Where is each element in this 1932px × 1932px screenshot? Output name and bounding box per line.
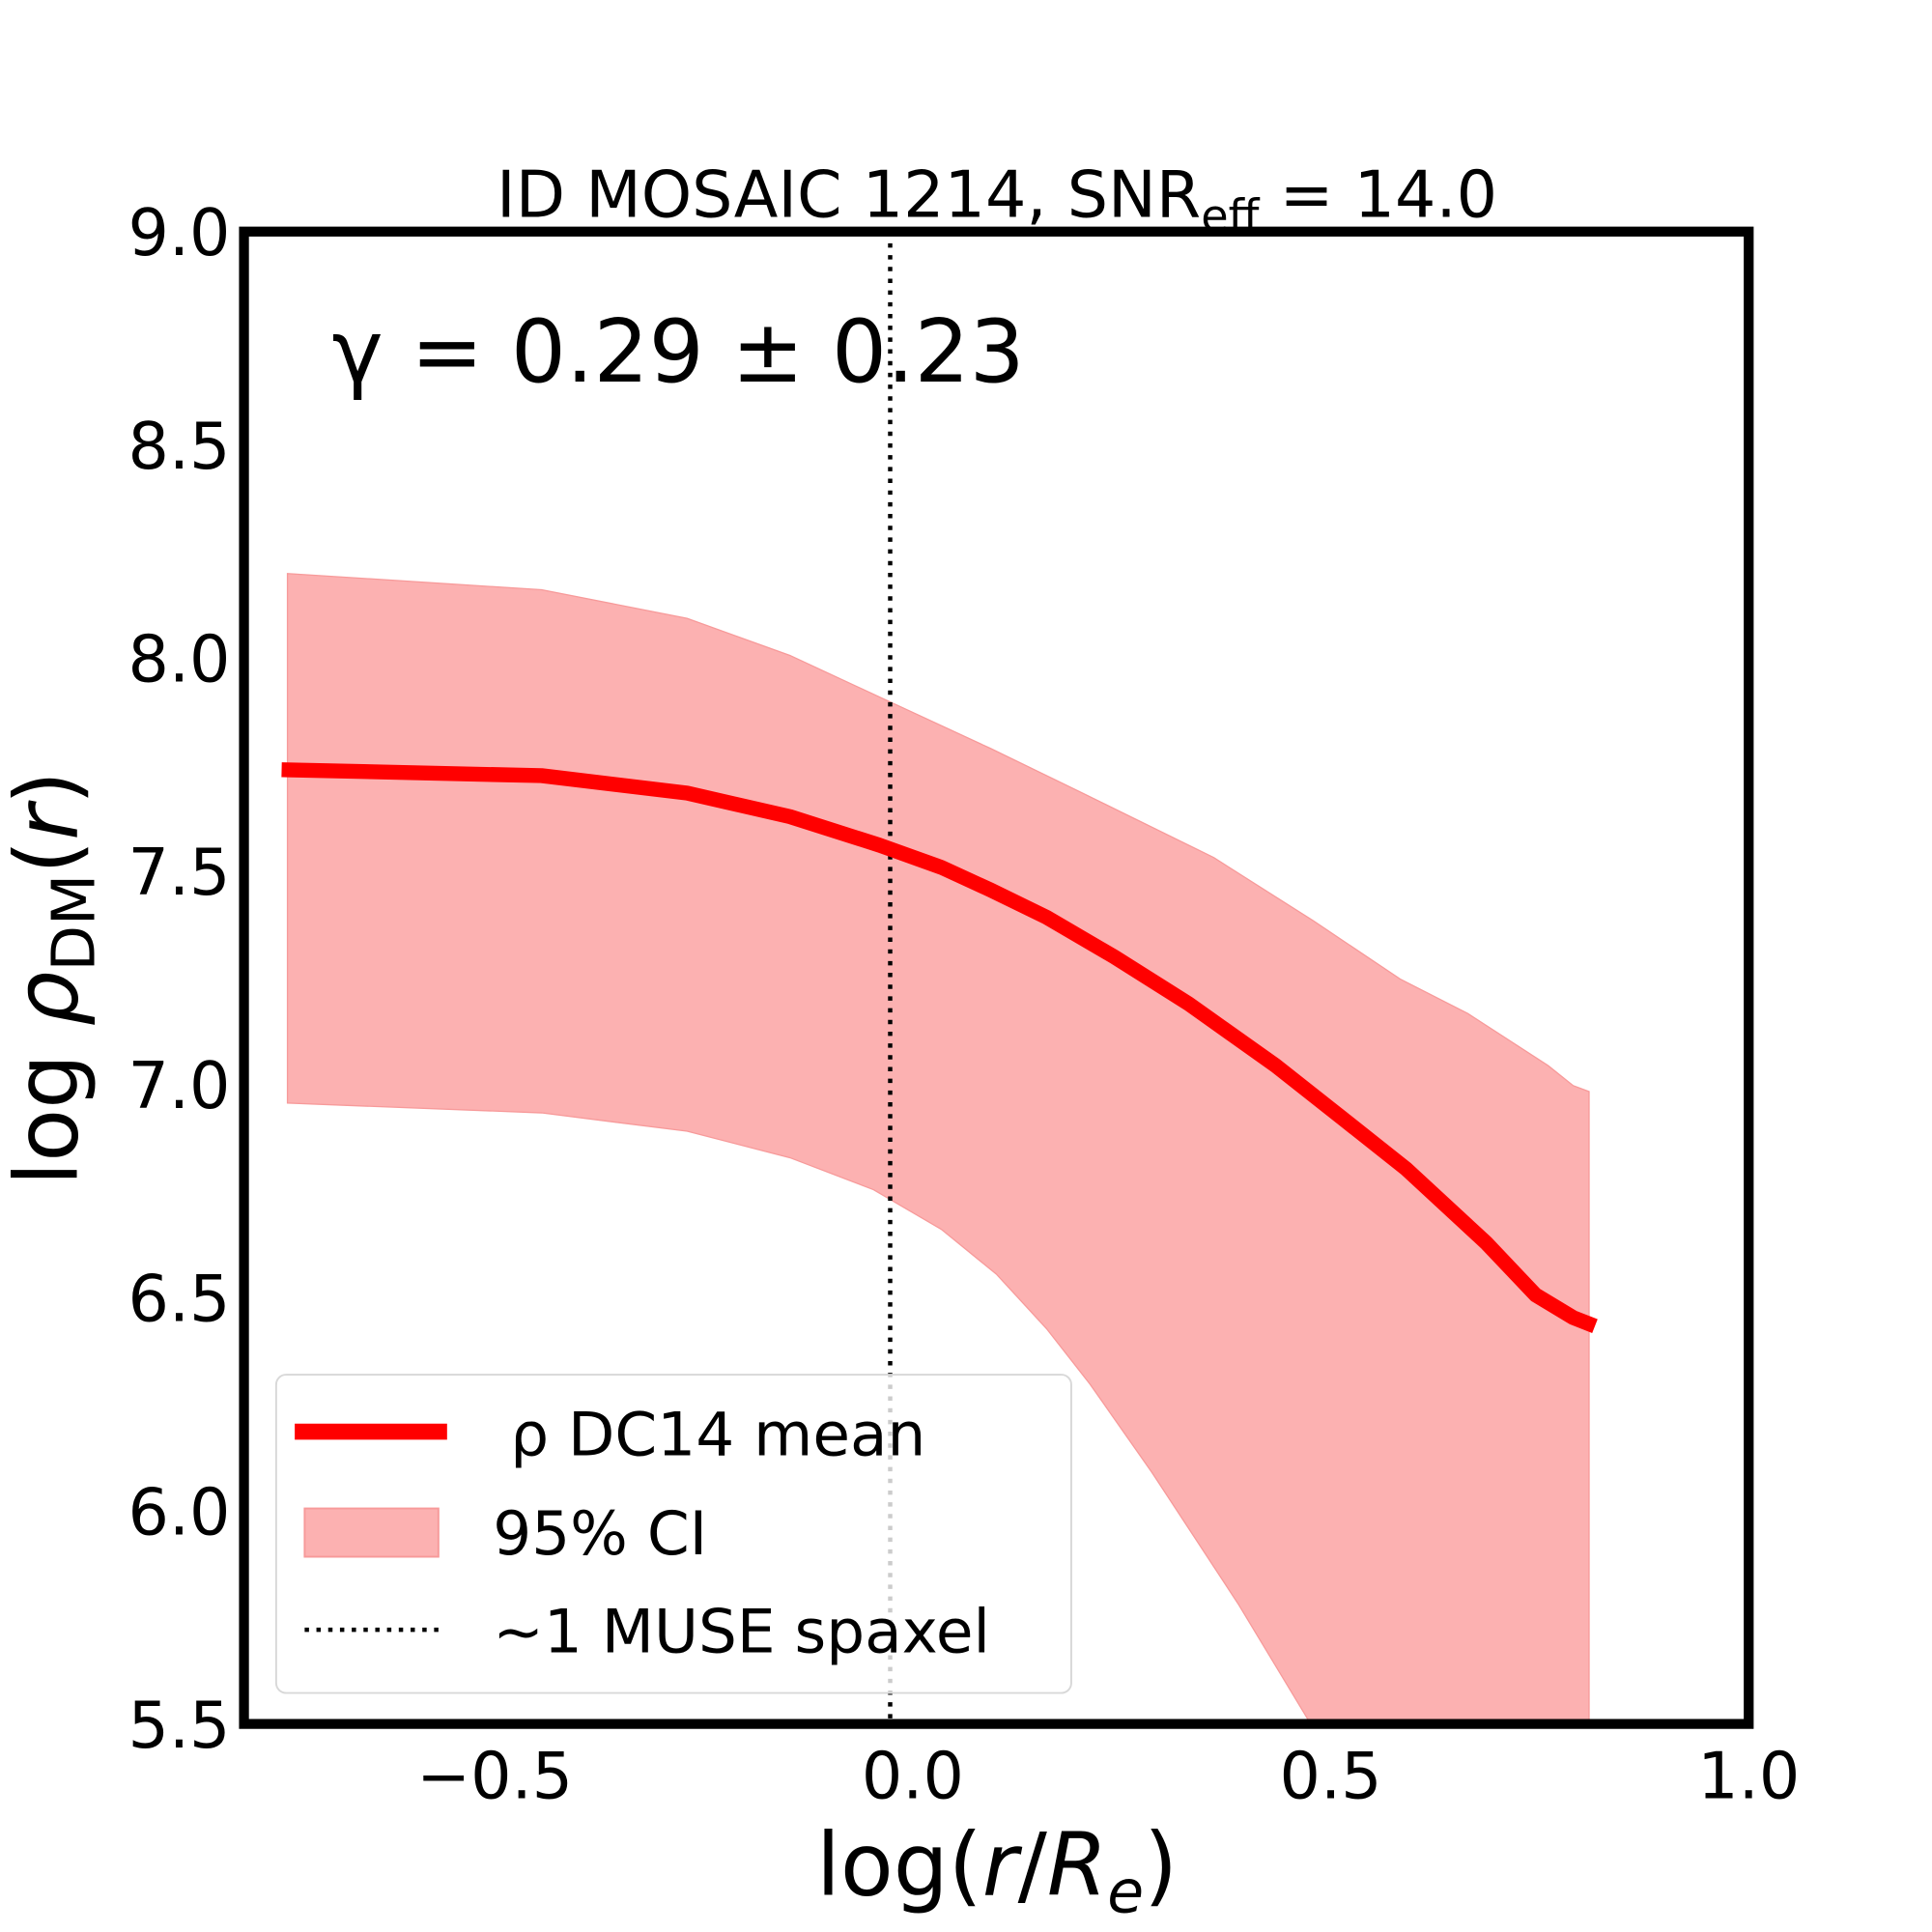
y-tick-label: 6.0 — [128, 1474, 230, 1549]
y-tick-label: 9.0 — [128, 195, 230, 270]
y-tick-label: 5.5 — [128, 1688, 230, 1763]
y-tick-label: 8.0 — [128, 621, 230, 696]
legend: ρ DC14 mean 95% CI ~1 MUSE spaxel — [274, 1374, 1072, 1694]
x-tick-label: 1.0 — [1697, 1739, 1800, 1814]
legend-box — [274, 1374, 1072, 1694]
legend-ci-swatch — [303, 1507, 440, 1558]
legend-mean-label: ρ DC14 mean — [510, 1399, 925, 1469]
x-axis-label: log(r/Re) — [816, 1816, 1178, 1927]
mean-line — [281, 762, 1598, 1333]
y-tick-label: 7.5 — [128, 835, 230, 910]
y-tick-label: 6.5 — [128, 1262, 230, 1337]
legend-ci-label: 95% CI — [493, 1498, 707, 1569]
ci-band — [286, 573, 1590, 1724]
axes-frame — [239, 226, 1754, 1729]
y-ticks: 5.5 6.0 6.5 7.0 7.5 8.0 8.5 9.0 — [128, 195, 230, 1763]
y-tick-label: 7.0 — [128, 1048, 230, 1123]
gamma-annotation: γ = 0.29 ± 0.23 — [332, 302, 1025, 403]
x-ticks: −0.5 0.0 0.5 1.0 — [416, 1739, 1800, 1814]
legend-vline-label: ~1 MUSE spaxel — [493, 1596, 990, 1666]
y-tick-label: 8.5 — [128, 409, 230, 484]
x-tick-label: 0.5 — [1280, 1739, 1382, 1814]
plot-area — [281, 231, 1598, 1724]
x-tick-label: −0.5 — [416, 1739, 573, 1814]
chart-title: ID MOSAIC 1214, SNReff = 14.0 — [497, 156, 1497, 242]
x-tick-label: 0.0 — [862, 1739, 964, 1814]
y-axis-label: log ρDM(r) — [0, 771, 108, 1186]
